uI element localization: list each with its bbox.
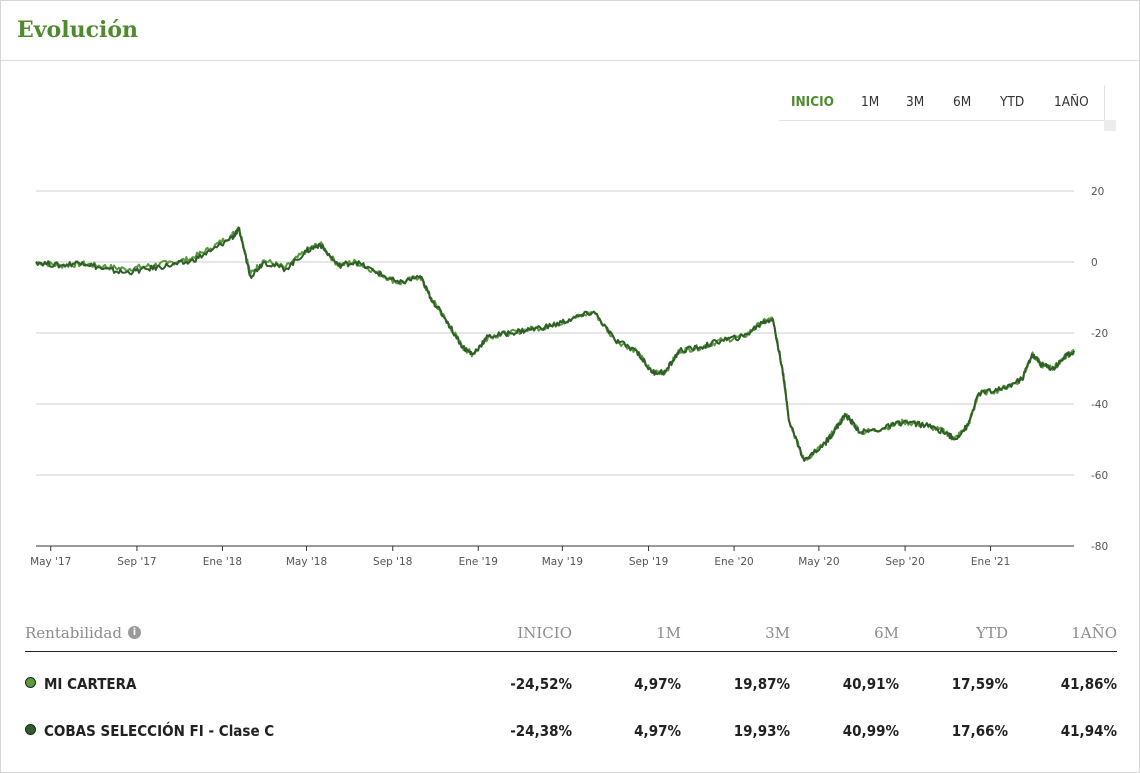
x-tick-label: May '17: [30, 556, 71, 568]
series-dot-icon: [25, 723, 36, 735]
x-tick-label: Ene '20: [714, 556, 753, 568]
x-tick-label: Ene '19: [459, 556, 498, 568]
cell-6m: 40,91%: [842, 674, 899, 693]
cell-ytd: 17,59%: [951, 674, 1008, 693]
col-ytd: YTD: [899, 615, 1008, 652]
x-tick-label: Ene '21: [971, 556, 1010, 568]
x-tick-label: Sep '17: [117, 556, 156, 568]
returns-header-label: Rentabilidad i: [25, 615, 462, 652]
row-name: MI CARTERA: [25, 652, 462, 708]
range-button-3m[interactable]: 3M: [906, 94, 925, 110]
cell-3m: 19,87%: [733, 674, 790, 693]
returns-table: Rentabilidad i INICIO 1M 3M 6M YTD 1AÑO M…: [25, 615, 1117, 754]
range-button-6m[interactable]: 6M: [953, 94, 972, 110]
cell-inicio: -24,38%: [510, 721, 572, 740]
range-selector: INICIO 1M 3M 6M YTD 1AÑO: [779, 85, 1105, 121]
table-row: COBAS SELECCIÓN FI - Clase C -24,38% 4,9…: [25, 707, 1117, 754]
y-tick-label: 0: [1091, 257, 1098, 269]
cell-1ano: 41,94%: [1060, 721, 1117, 740]
col-1m: 1M: [572, 615, 681, 652]
x-tick-label: Sep '20: [885, 556, 924, 568]
cell-1ano: 41,86%: [1060, 674, 1117, 693]
cell-ytd: 17,66%: [951, 721, 1008, 740]
cell-3m: 19,93%: [733, 721, 790, 740]
x-tick-label: Sep '19: [629, 556, 668, 568]
returns-header-row: Rentabilidad i INICIO 1M 3M 6M YTD 1AÑO: [25, 615, 1117, 652]
cell-6m: 40,99%: [842, 721, 899, 740]
x-tick-label: Sep '18: [373, 556, 412, 568]
x-tick-label: May '18: [286, 556, 327, 568]
series-line: [35, 226, 1075, 462]
y-tick-label: -20: [1091, 328, 1108, 340]
widget-header: Evolución: [1, 1, 1139, 61]
y-tick-label: -40: [1091, 399, 1108, 411]
range-button-1m[interactable]: 1M: [861, 94, 880, 110]
info-icon[interactable]: i: [127, 625, 141, 639]
col-inicio: INICIO: [462, 615, 572, 652]
col-3m: 3M: [681, 615, 790, 652]
col-1ano: 1AÑO: [1008, 615, 1117, 652]
range-button-ytd[interactable]: YTD: [1000, 94, 1025, 110]
widget-title: Evolución: [17, 17, 138, 43]
y-tick-label: -60: [1091, 470, 1108, 482]
cell-inicio: -24,52%: [510, 674, 572, 693]
x-tick-label: May '20: [798, 556, 839, 568]
y-tick-label: -80: [1091, 541, 1108, 553]
x-tick-label: May '19: [542, 556, 583, 568]
evolution-line-chart: 20 0 -20 -40 -60 -80 May '17 Sep '17 Ene '18 May …: [30, 186, 1108, 568]
range-button-inicio[interactable]: INICIO: [791, 94, 834, 110]
series-dot-icon: [25, 676, 36, 688]
cell-1m: 4,97%: [634, 721, 681, 740]
row-name: COBAS SELECCIÓN FI - Clase C: [25, 707, 462, 754]
range-selector-scroll-stub: [1104, 120, 1116, 131]
y-tick-label: 20: [1091, 186, 1104, 198]
cell-1m: 4,97%: [634, 674, 681, 693]
table-row: MI CARTERA -24,52% 4,97% 19,87% 40,91% 1…: [25, 652, 1117, 708]
x-tick-label: Ene '18: [203, 556, 242, 568]
range-button-1ano[interactable]: 1AÑO: [1054, 94, 1089, 110]
col-6m: 6M: [790, 615, 899, 652]
